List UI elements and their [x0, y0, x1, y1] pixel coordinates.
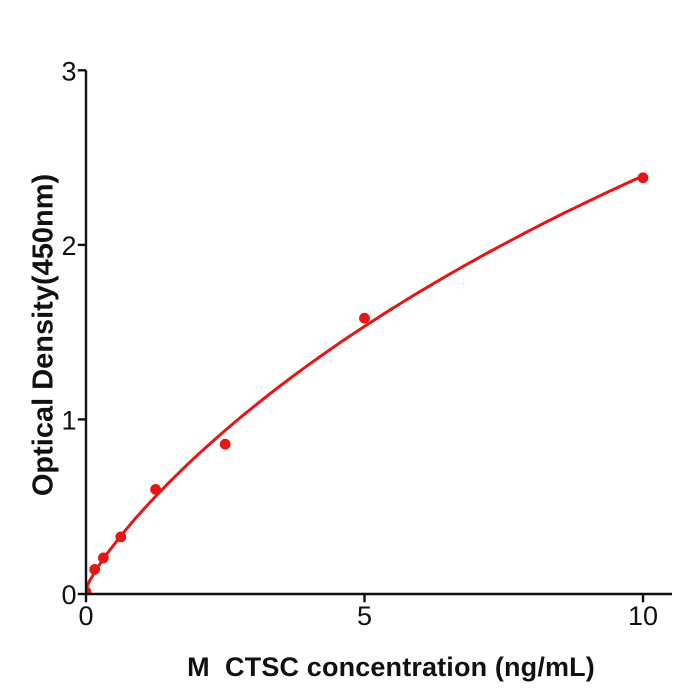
svg-text:10: 10: [628, 601, 658, 631]
svg-text:1: 1: [61, 405, 76, 435]
svg-text:Optical Density(450nm): Optical Density(450nm): [28, 174, 60, 496]
svg-text:0: 0: [78, 601, 93, 631]
svg-text:M CTSC concentration (ng/mL): M CTSC concentration (ng/mL): [187, 652, 595, 682]
svg-text:5: 5: [357, 601, 372, 631]
svg-text:3: 3: [61, 56, 76, 86]
svg-text:0: 0: [61, 580, 76, 610]
svg-text:2: 2: [61, 231, 76, 261]
